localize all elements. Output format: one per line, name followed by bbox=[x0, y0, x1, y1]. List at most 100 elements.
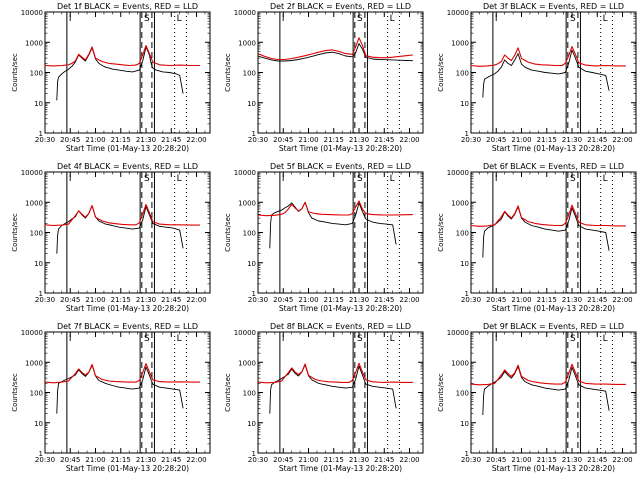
y-tick-label: 10000 bbox=[447, 169, 469, 177]
y-tick-label: 10000 bbox=[234, 329, 256, 337]
panel-title: Det 3f BLACK = Events, RED = LLD bbox=[483, 2, 624, 11]
x-tick-label: 21:45 bbox=[374, 136, 394, 144]
y-tick-label: 1000 bbox=[25, 39, 43, 47]
y-tick-label: 1000 bbox=[451, 39, 469, 47]
y-tick-label: 1000 bbox=[25, 199, 43, 207]
y-tick-label: 10 bbox=[460, 420, 469, 428]
events-series-line bbox=[269, 364, 397, 414]
x-tick-label: 20:30 bbox=[461, 136, 481, 144]
x-axis-label: Start Time (01-May-13 20:28:20) bbox=[279, 464, 402, 473]
y-axis-label: Counts/sec bbox=[11, 213, 19, 252]
x-tick-label: 21:00 bbox=[85, 456, 105, 464]
y-tick-label: 10 bbox=[460, 100, 469, 108]
x-tick-label: 21:00 bbox=[511, 456, 531, 464]
x-tick-label: 21:45 bbox=[587, 136, 607, 144]
panel-title: Det 6f BLACK = Events, RED = LLD bbox=[483, 162, 624, 171]
x-tick-label: 21:45 bbox=[374, 456, 394, 464]
lld-series-line bbox=[44, 363, 200, 384]
x-tick-label: 21:15 bbox=[324, 296, 344, 304]
x-tick-label: 21:30 bbox=[562, 296, 582, 304]
events-series-line bbox=[269, 201, 397, 249]
y-tick-label: 1 bbox=[39, 450, 43, 458]
x-tick-label: 20:45 bbox=[273, 136, 293, 144]
x-tick-label: 20:30 bbox=[35, 456, 55, 464]
x-tick-label: 21:15 bbox=[324, 456, 344, 464]
y-tick-label: 10000 bbox=[234, 169, 256, 177]
events-series-line bbox=[56, 46, 184, 101]
panel-title: Det 7f BLACK = Events, RED = LLD bbox=[57, 322, 198, 331]
x-tick-label: 21:00 bbox=[298, 136, 318, 144]
marker-label-i: I bbox=[282, 14, 285, 24]
marker-label-s: S bbox=[570, 334, 576, 344]
x-tick-label: 20:30 bbox=[248, 456, 268, 464]
x-tick-label: 21:45 bbox=[587, 296, 607, 304]
marker-label-s: S bbox=[357, 14, 363, 24]
y-tick-label: 1000 bbox=[238, 199, 256, 207]
x-tick-label: 21:15 bbox=[111, 456, 131, 464]
marker-label-i: I bbox=[495, 334, 498, 344]
panel-title: Det 5f BLACK = Events, RED = LLD bbox=[270, 162, 411, 171]
x-tick-label: 22:00 bbox=[186, 136, 206, 144]
y-tick-label: 100 bbox=[456, 230, 469, 238]
marker-label-s: S bbox=[357, 174, 363, 184]
x-tick-label: 20:30 bbox=[461, 296, 481, 304]
x-tick-label: 22:00 bbox=[399, 136, 419, 144]
x-tick-label: 20:45 bbox=[60, 296, 80, 304]
x-tick-label: 20:45 bbox=[486, 456, 506, 464]
x-tick-label: 20:45 bbox=[486, 136, 506, 144]
panel-title: Det 4f BLACK = Events, RED = LLD bbox=[57, 162, 198, 171]
y-tick-label: 100 bbox=[243, 70, 256, 78]
detector-panel: Det 4f BLACK = Events, RED = LLD 1 10 100 10… bbox=[11, 162, 211, 313]
events-series-line bbox=[257, 43, 413, 62]
lld-series-line bbox=[470, 204, 626, 227]
y-tick-label: 1 bbox=[252, 290, 256, 298]
detector-panel: Det 9f BLACK = Events, RED = LLD 1 10 100 10… bbox=[437, 322, 637, 473]
marker-label-i: I bbox=[69, 334, 72, 344]
x-tick-label: 21:00 bbox=[298, 296, 318, 304]
y-tick-label: 10000 bbox=[21, 9, 43, 17]
x-tick-label: 21:15 bbox=[111, 296, 131, 304]
panel-title: Det 9f BLACK = Events, RED = LLD bbox=[483, 322, 624, 331]
x-tick-label: 20:30 bbox=[248, 136, 268, 144]
marker-label-s: S bbox=[570, 14, 576, 24]
x-tick-label: 20:30 bbox=[248, 296, 268, 304]
y-axis-label: Counts/sec bbox=[437, 53, 445, 92]
plot-frame bbox=[470, 331, 637, 454]
marker-label-s: S bbox=[570, 174, 576, 184]
panel-title: Det 2f BLACK = Events, RED = LLD bbox=[270, 2, 411, 11]
events-series-line bbox=[482, 49, 610, 98]
x-tick-label: 21:00 bbox=[85, 136, 105, 144]
marker-label-l: L bbox=[177, 334, 182, 344]
plot-frame bbox=[257, 331, 424, 454]
x-tick-label: 21:45 bbox=[374, 296, 394, 304]
y-tick-label: 1 bbox=[252, 130, 256, 138]
x-tick-label: 20:45 bbox=[273, 456, 293, 464]
plot-frame bbox=[44, 331, 211, 454]
x-axis-label: Start Time (01-May-13 20:28:20) bbox=[279, 144, 402, 153]
detector-panel: Det 7f BLACK = Events, RED = LLD 1 10 100 10… bbox=[11, 322, 211, 473]
x-axis-label: Start Time (01-May-13 20:28:20) bbox=[492, 144, 615, 153]
lld-series-line bbox=[257, 362, 413, 384]
y-tick-label: 10 bbox=[34, 260, 43, 268]
marker-label-l: L bbox=[390, 14, 395, 24]
x-tick-label: 21:30 bbox=[136, 456, 156, 464]
x-axis-label: Start Time (01-May-13 20:28:20) bbox=[66, 304, 189, 313]
x-tick-label: 20:45 bbox=[60, 136, 80, 144]
detector-panel: Det 6f BLACK = Events, RED = LLD 1 10 100 10… bbox=[437, 162, 637, 313]
marker-label-l: L bbox=[603, 14, 608, 24]
x-tick-label: 21:00 bbox=[511, 136, 531, 144]
y-tick-label: 1 bbox=[252, 450, 256, 458]
y-tick-label: 100 bbox=[243, 390, 256, 398]
y-tick-label: 100 bbox=[456, 70, 469, 78]
plot-frame bbox=[44, 171, 211, 294]
y-axis-label: Counts/sec bbox=[11, 373, 19, 412]
x-tick-label: 21:00 bbox=[511, 296, 531, 304]
x-tick-label: 22:00 bbox=[399, 296, 419, 304]
lld-series-line bbox=[470, 46, 626, 67]
x-axis-label: Start Time (01-May-13 20:28:20) bbox=[492, 304, 615, 313]
x-tick-label: 21:30 bbox=[349, 296, 369, 304]
x-tick-label: 22:00 bbox=[612, 136, 632, 144]
y-tick-label: 10 bbox=[460, 260, 469, 268]
y-axis-label: Counts/sec bbox=[224, 373, 232, 412]
